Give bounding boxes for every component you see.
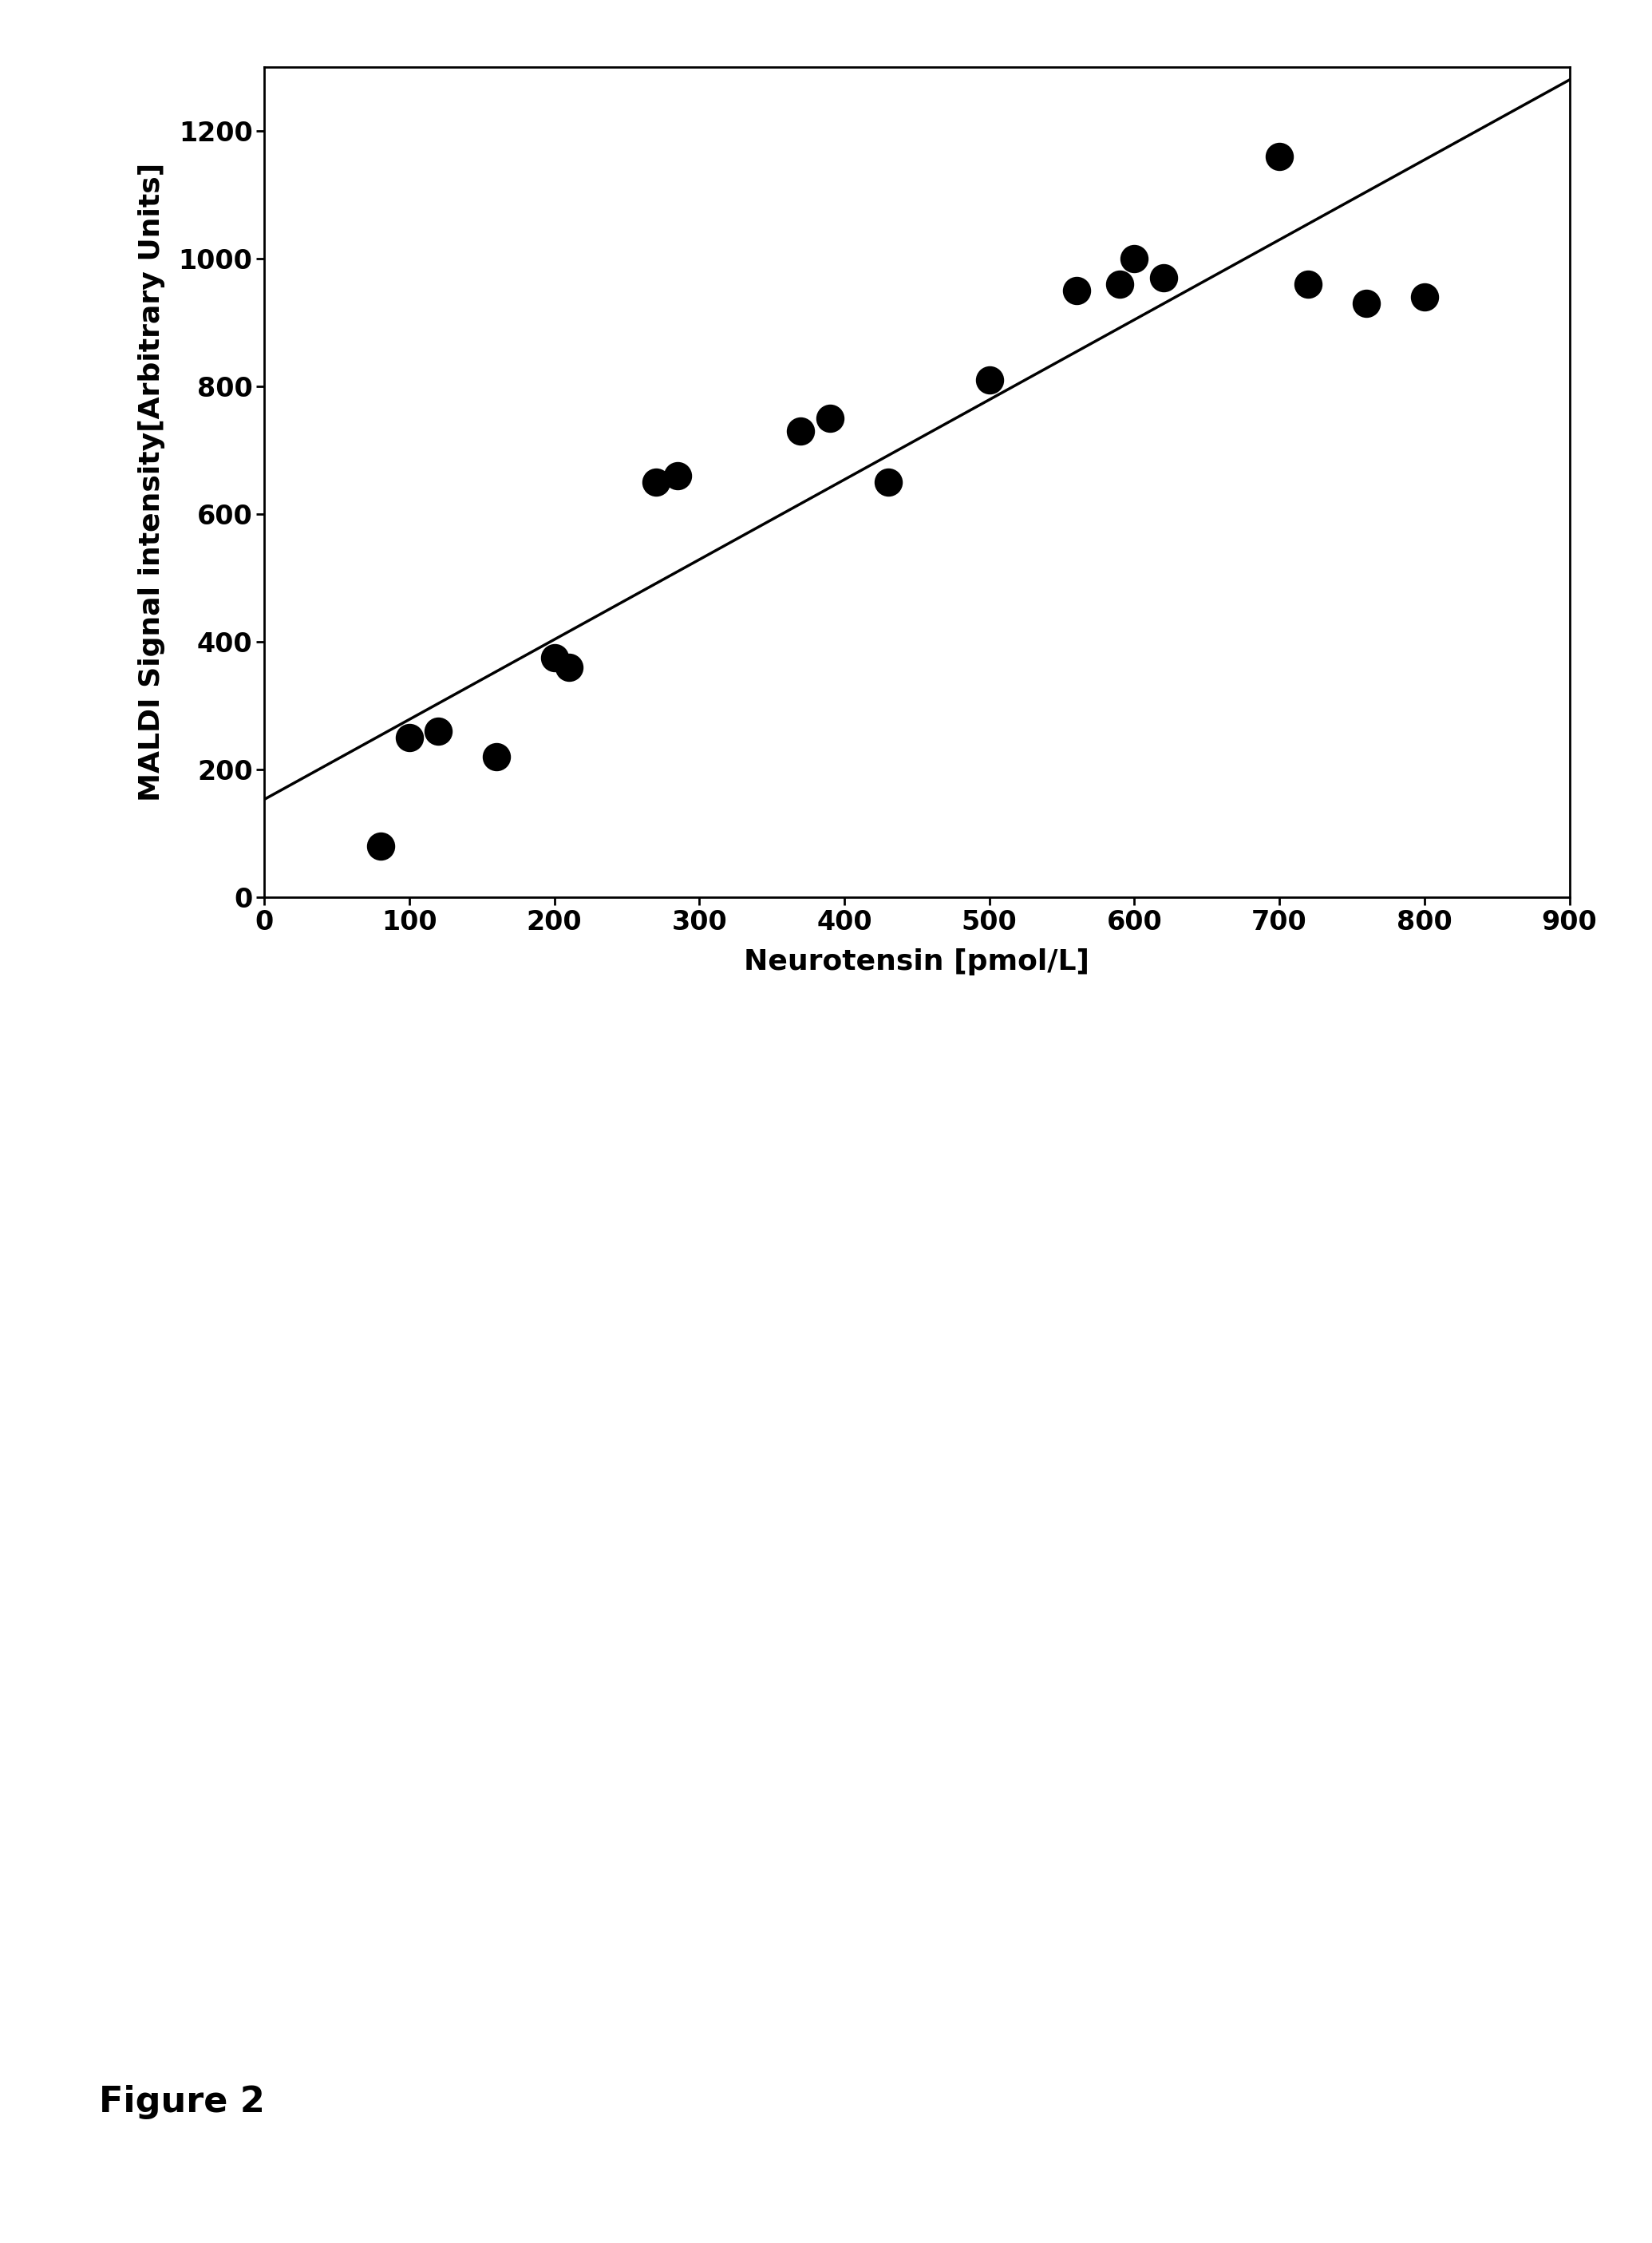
Point — [482, 738, 509, 774]
Point — [396, 720, 423, 756]
Point — [788, 413, 814, 449]
Point — [555, 650, 582, 686]
Point — [1265, 139, 1292, 175]
Point — [976, 361, 1003, 397]
Point — [1064, 274, 1090, 310]
Point — [1295, 267, 1322, 303]
Point — [1150, 260, 1176, 296]
Point — [1353, 285, 1379, 321]
Point — [367, 828, 393, 864]
Point — [874, 464, 900, 500]
Text: Figure 2: Figure 2 — [99, 2086, 264, 2120]
Point — [1411, 278, 1437, 314]
Point — [816, 401, 843, 437]
Point — [664, 458, 691, 493]
Point — [1122, 240, 1148, 276]
Y-axis label: MALDI Signal intensity[Arbitrary Units]: MALDI Signal intensity[Arbitrary Units] — [139, 164, 165, 801]
Point — [1107, 267, 1133, 303]
Point — [542, 639, 568, 675]
Point — [643, 464, 669, 500]
Point — [425, 713, 451, 749]
X-axis label: Neurotensin [pmol/L]: Neurotensin [pmol/L] — [743, 949, 1090, 976]
